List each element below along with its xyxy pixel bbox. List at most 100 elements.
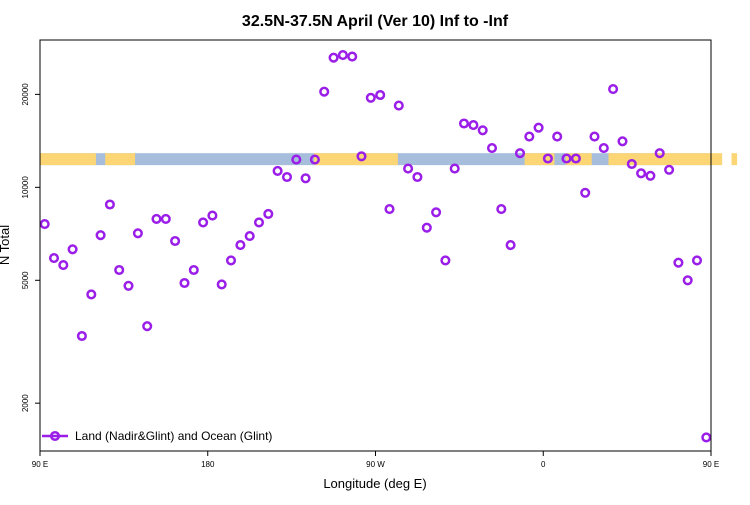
land-segment: [608, 153, 637, 166]
x-tick-label: 0: [541, 460, 546, 469]
y-tick-label: 5000: [21, 271, 30, 289]
data-point: [188, 264, 199, 276]
land-segment: [105, 153, 136, 166]
data-point: [682, 275, 693, 286]
data-point: [170, 235, 181, 247]
data-point: [375, 89, 386, 101]
data-point: [486, 143, 498, 154]
data-point: [347, 51, 358, 62]
data-point: [701, 432, 712, 443]
data-point: [281, 171, 293, 183]
data-point: [319, 86, 330, 97]
data-point: [654, 148, 665, 159]
data-point: [384, 204, 395, 215]
data-point: [356, 151, 367, 162]
data-point: [67, 244, 78, 255]
y-axis-label: N Total: [0, 225, 12, 265]
data-point: [114, 264, 125, 276]
data-point: [160, 213, 171, 224]
land-segment: [636, 153, 723, 166]
data-point: [598, 143, 609, 154]
data-point: [403, 163, 414, 174]
data-point: [123, 280, 134, 291]
data-point: [468, 120, 479, 131]
data-point: [48, 253, 60, 264]
data-point: [458, 118, 470, 129]
data-point: [365, 92, 376, 103]
data-point: [496, 204, 507, 215]
plot-frame: [39, 39, 712, 452]
x-tick-label: 90 W: [366, 460, 385, 469]
data-point: [300, 173, 311, 184]
data-point: [552, 131, 563, 142]
data-point: [151, 213, 162, 224]
legend-marker: [49, 430, 61, 442]
data-point: [216, 279, 227, 290]
data-point: [691, 255, 703, 266]
data-point: [104, 199, 115, 210]
data-point: [272, 165, 283, 176]
data-point: [421, 222, 432, 233]
data-point: [309, 154, 320, 165]
x-tick-label: 180: [201, 460, 215, 469]
land-segment: [313, 153, 398, 166]
data-point: [132, 228, 143, 239]
data-point: [580, 187, 591, 198]
data-point: [328, 52, 339, 63]
legend: Land (Nadir&Glint) and Ocean (Glint): [42, 429, 272, 443]
data-point: [291, 154, 302, 165]
y-tick-label: 10000: [21, 176, 30, 199]
data-point: [626, 158, 637, 170]
x-tick-label: 90 E: [32, 460, 48, 469]
y-axis-ticks: 2000 5000 10000 20000: [21, 83, 40, 412]
data-point: [179, 277, 190, 289]
land-segment: [524, 153, 555, 166]
x-axis-label: Longitude (deg E): [323, 476, 426, 491]
data-point: [664, 164, 675, 175]
data-point: [225, 255, 237, 266]
data-point: [76, 330, 87, 342]
y-tick-label: 2000: [21, 394, 30, 412]
chart-title: 32.5N-37.5N April (Ver 10) Inf to -Inf: [242, 13, 509, 30]
data-points: [39, 50, 712, 443]
data-point: [608, 84, 619, 95]
data-point: [645, 170, 656, 181]
data-point: [207, 210, 218, 221]
data-point: [514, 148, 526, 159]
data-point: [617, 136, 628, 147]
data-point: [142, 321, 153, 332]
data-point: [477, 125, 488, 136]
data-point: [533, 122, 544, 133]
data-point: [505, 240, 516, 251]
data-point: [39, 219, 50, 230]
data-point: [337, 50, 348, 61]
data-point: [431, 207, 442, 218]
x-tick-label: 90 E: [703, 460, 719, 469]
data-point: [95, 230, 106, 241]
data-point: [449, 163, 460, 174]
data-point: [235, 240, 246, 251]
data-point: [412, 171, 423, 183]
data-point: [673, 257, 684, 268]
data-point: [86, 289, 97, 300]
x-axis-ticks: 90 E 180 90 W 0 90 E: [32, 451, 719, 469]
data-point: [244, 231, 255, 242]
land-segment: [731, 153, 738, 166]
y-tick-label: 20000: [21, 83, 30, 106]
data-point: [58, 260, 69, 271]
data-point: [589, 131, 600, 142]
land-segment: [40, 153, 96, 166]
data-point: [524, 131, 535, 142]
data-point: [263, 208, 274, 219]
data-point: [570, 153, 581, 164]
data-point: [561, 153, 572, 164]
legend-label: Land (Nadir&Glint) and Ocean (Glint): [75, 429, 272, 443]
data-point: [253, 217, 265, 228]
data-point: [636, 168, 647, 179]
data-point: [393, 100, 404, 111]
data-point: [542, 153, 553, 164]
data-point: [440, 255, 451, 266]
data-point: [198, 217, 209, 228]
